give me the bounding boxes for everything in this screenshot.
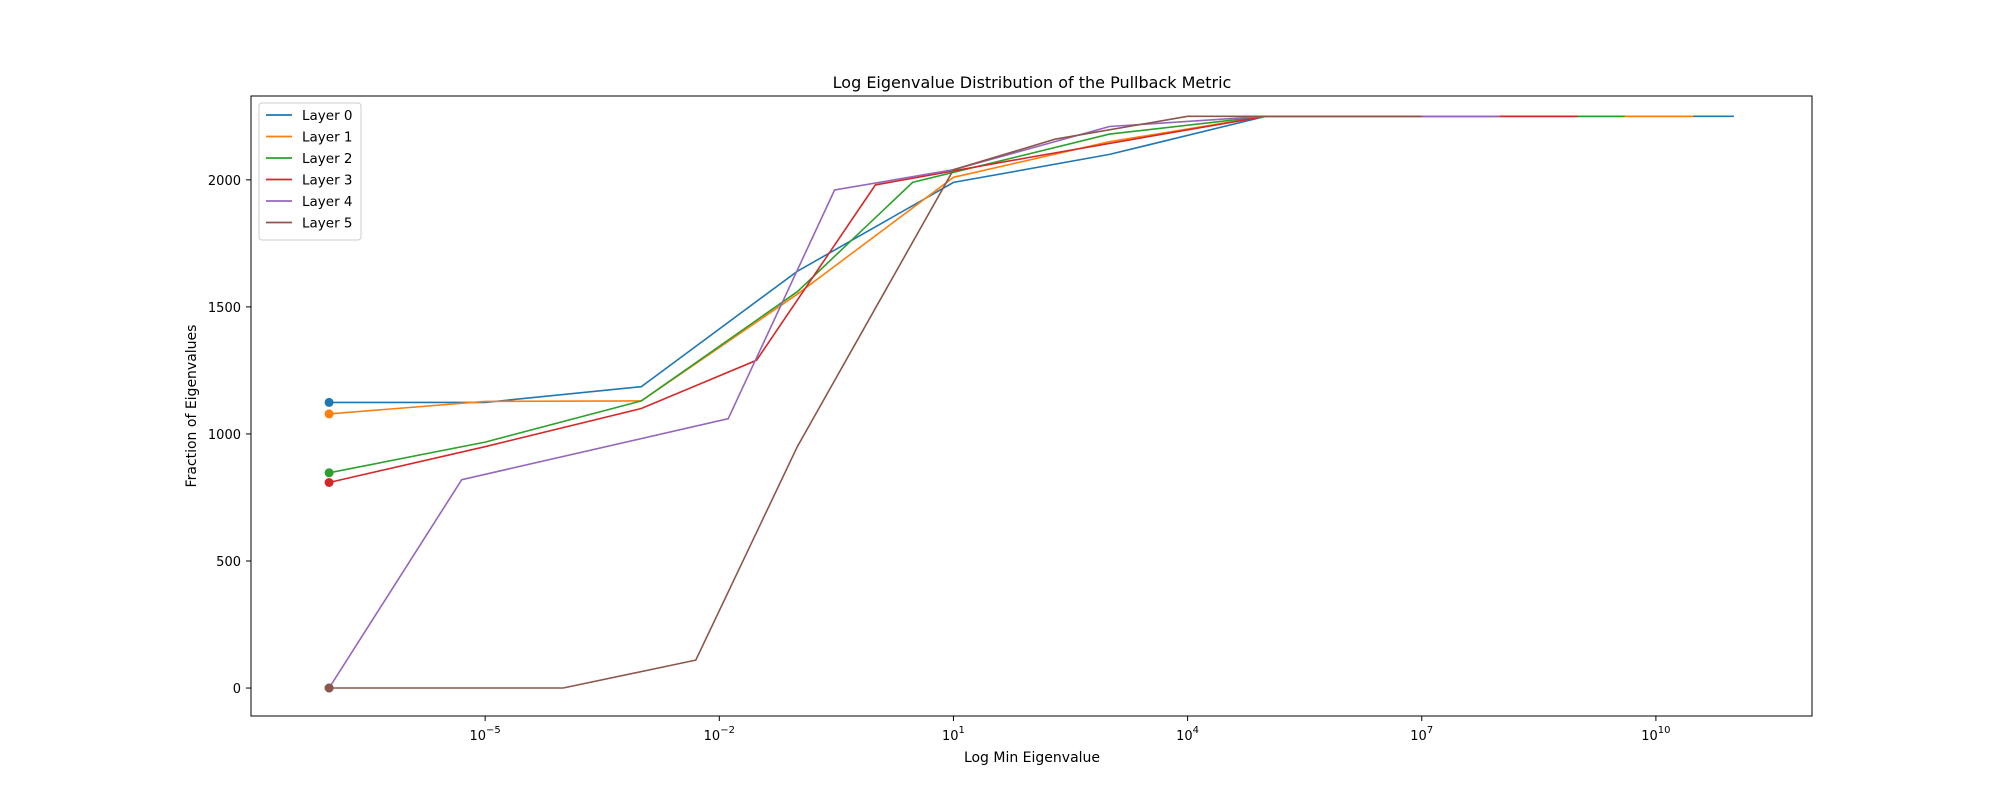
legend-label: Layer 1 — [302, 130, 353, 146]
series-layer — [324, 115, 1734, 693]
plot-frame — [250, 95, 1813, 717]
y-tick-label: 0 — [233, 682, 241, 697]
y-tick-label: 1500 — [208, 301, 241, 316]
x-tick-label: 107 — [1410, 725, 1433, 744]
legend: Layer 0 Layer 1 Layer 2 Layer 3 Layer 4 Layer… — [258, 102, 362, 241]
series-marker-layer-3 — [324, 478, 334, 487]
x-tick-label: 10−5 — [470, 725, 501, 744]
series-line-layer-2 — [328, 115, 1625, 474]
x-axis: 10−5 10−2 101 104 107 1010 — [470, 716, 1671, 744]
series-marker-layer-1 — [324, 409, 334, 419]
series-marker-layer-2 — [324, 468, 334, 478]
series-line-layer-5 — [329, 115, 1422, 689]
series-marker-layer-5 — [324, 683, 334, 693]
legend-label: Layer 0 — [302, 108, 353, 124]
chart-title: Log Eigenvalue Distribution of the Pullb… — [833, 73, 1232, 92]
x-tick-label: 104 — [1176, 725, 1199, 744]
legend-label: Layer 2 — [302, 151, 353, 167]
legend-label: Layer 4 — [302, 194, 353, 210]
x-tick-label: 101 — [942, 725, 965, 744]
y-axis-label: Fraction of Eigenvalues — [184, 325, 200, 488]
legend-label: Layer 5 — [302, 216, 353, 232]
x-tick-label: 10−2 — [704, 725, 735, 744]
series-marker-layer-0 — [324, 397, 334, 407]
y-tick-label: 1000 — [208, 428, 241, 443]
legend-label: Layer 3 — [302, 173, 353, 189]
y-tick-label: 2000 — [208, 174, 241, 189]
x-axis-label: Log Min Eigenvalue — [964, 750, 1100, 766]
y-tick-label: 500 — [216, 555, 241, 570]
y-axis: 0 500 1000 1500 2000 — [208, 174, 251, 697]
x-tick-label: 1010 — [1641, 725, 1670, 744]
series-line-layer-4 — [328, 115, 1500, 689]
